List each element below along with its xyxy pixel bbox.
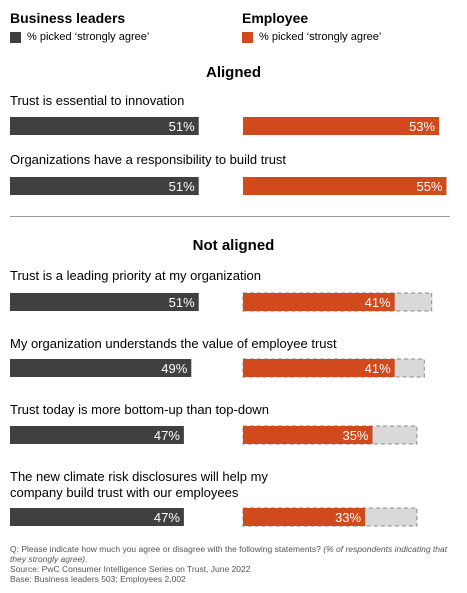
leaders-value-label-2: 51% <box>169 179 195 194</box>
question-label-6-line-1: The new climate risk disclosures will he… <box>10 469 268 484</box>
legend-business-leaders: Business leaders % picked ‘strongly agre… <box>10 10 149 44</box>
section-divider <box>10 216 450 217</box>
leaders-value-label-4: 49% <box>161 361 187 376</box>
employee-bar-1 <box>243 117 440 135</box>
footnote-question-text: Q: Please indicate how much you agree or… <box>10 544 321 554</box>
leaders-bar-5 <box>10 426 184 444</box>
footnote-question: Q: Please indicate how much you agree or… <box>10 544 455 564</box>
employee-value-label-4: 41% <box>365 361 391 376</box>
employee-value-label-5: 35% <box>342 428 368 443</box>
footnote-base: Base: Business leaders 503; Employees 2,… <box>10 574 186 584</box>
leaders-value-label-3: 51% <box>169 295 195 310</box>
leaders-bar-6 <box>10 508 184 526</box>
leaders-bar-1 <box>10 117 199 135</box>
leaders-value-label-5: 47% <box>154 428 180 443</box>
legend-swatch-business-leaders <box>10 31 21 43</box>
question-label-3: Trust is a leading priority at my organi… <box>10 268 261 283</box>
leaders-bar-2 <box>10 177 199 195</box>
footnote: Q: Please indicate how much you agree or… <box>10 544 455 584</box>
question-label-1: Trust is essential to innovation <box>10 93 185 108</box>
legend-title-employee: Employee <box>242 10 309 26</box>
legend-key-label-business-leaders: % picked ‘strongly agree’ <box>27 31 150 43</box>
legend-employee: Employee % picked ‘strongly agree’ <box>242 10 381 44</box>
leaders-value-label-6: 47% <box>154 510 180 525</box>
bar-chart: 51% 53% 51% 55% 51% 41% 49% 41% 47% 35% 47% 33% <box>10 117 447 527</box>
legend-key-employee: % picked ‘strongly agree’ <box>242 30 381 44</box>
footnote-question-note: (% of respondents indicating that they s… <box>10 544 448 564</box>
question-label-5: Trust today is more bottom-up than top-d… <box>10 402 269 417</box>
employee-bar-5 <box>243 426 373 444</box>
employee-value-label-1: 53% <box>409 119 435 134</box>
employee-bar-6 <box>243 508 366 526</box>
leaders-bar-4 <box>10 359 192 377</box>
employee-bar-3 <box>243 293 395 311</box>
leaders-value-label-1: 51% <box>169 119 195 134</box>
employee-value-label-6: 33% <box>335 510 361 525</box>
employee-bar-4 <box>243 359 395 377</box>
question-label-2: Organizations have a responsibility to b… <box>10 152 287 167</box>
employee-value-label-2: 55% <box>416 179 442 194</box>
legend-key-label-employee: % picked ‘strongly agree’ <box>259 31 382 43</box>
employee-value-label-3: 41% <box>365 295 391 310</box>
section-title-not-aligned: Not aligned <box>192 237 275 254</box>
question-label-6-line-2: company build trust with our employees <box>10 485 239 500</box>
question-label-4: My organization understands the value of… <box>10 336 337 351</box>
legend-title-business-leaders: Business leaders <box>10 10 126 26</box>
footnote-source: Source: PwC Consumer Intelligence Series… <box>10 564 251 574</box>
legend-swatch-employee <box>242 31 253 43</box>
employee-bar-2 <box>243 177 447 195</box>
legend-key-business-leaders: % picked ‘strongly agree’ <box>10 30 149 44</box>
section-title-aligned: Aligned <box>206 64 261 81</box>
leaders-bar-3 <box>10 293 199 311</box>
